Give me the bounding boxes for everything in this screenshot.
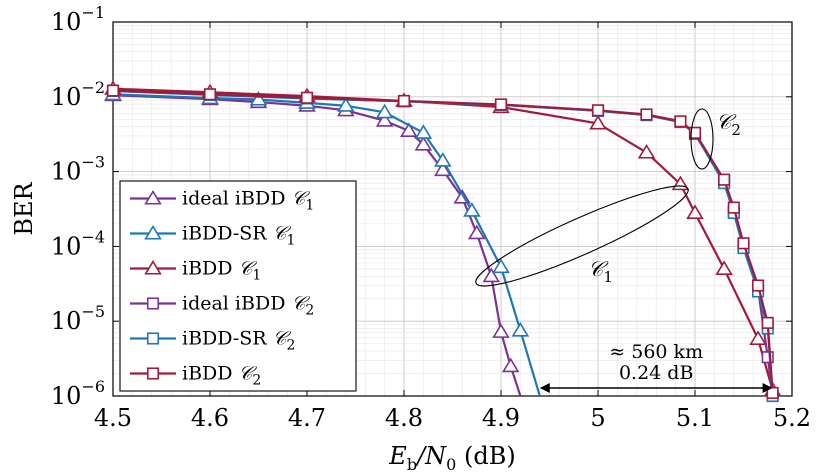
legend-entry: ideal iBDD 𝒞1 — [130, 188, 314, 214]
data-point — [397, 94, 411, 108]
x-tick-label: 4.6 — [191, 404, 229, 432]
data-point — [766, 386, 779, 399]
data-point — [501, 357, 520, 373]
data-point — [414, 135, 433, 151]
data-point — [300, 91, 314, 104]
gap-arrow-right-head — [762, 383, 773, 393]
y-tick-label: 10−4 — [51, 227, 105, 260]
series-line — [113, 87, 774, 391]
data-point — [375, 103, 394, 119]
legend-label: iBDD-SR 𝒞2 — [182, 328, 295, 354]
c1-label: 𝒞1 — [588, 257, 613, 286]
x-tick-label: 4.8 — [385, 404, 423, 432]
data-point — [467, 224, 486, 240]
data-point — [434, 152, 452, 167]
c1-ellipse — [475, 185, 689, 287]
data-point — [640, 108, 653, 121]
data-point — [718, 173, 731, 186]
y-axis-label: BER — [10, 181, 38, 235]
c2-ellipse — [690, 108, 714, 170]
annotations: 𝒞1 𝒞2 ≈ 560 km0.24 dB — [475, 108, 773, 393]
series-5 — [106, 84, 779, 399]
data-point — [337, 97, 355, 112]
data-point — [463, 202, 481, 217]
data-point — [688, 126, 702, 139]
data-point — [761, 351, 774, 364]
data-point — [715, 260, 733, 275]
x-tick-label: 4.5 — [94, 404, 132, 432]
y-tick-label: 10−2 — [51, 78, 105, 111]
data-point — [492, 258, 510, 274]
legend-box — [119, 180, 357, 392]
data-point — [761, 316, 774, 329]
data-point — [591, 104, 605, 117]
legend-entry: iBDD 𝒞1 — [130, 258, 261, 284]
y-tick-label: 10−3 — [51, 153, 105, 186]
axes: 4.5 4.6 4.7 4.8 4.9 5 5.1 5.2 10−1 10−2 10−3 10−4 10… — [10, 3, 811, 474]
x-axis-label: Eb/N0 (dB) — [388, 442, 515, 474]
data-point — [106, 84, 120, 97]
gap-arrow-left-head — [539, 383, 550, 393]
data-point — [637, 143, 656, 159]
legend-marker — [144, 224, 162, 240]
legend-marker — [146, 297, 160, 310]
x-tick-label: 4.9 — [482, 404, 520, 432]
data-point — [727, 201, 740, 214]
legend-marker — [146, 367, 160, 380]
data-point — [511, 321, 530, 337]
data-point — [737, 237, 750, 250]
x-tick-label: 5 — [590, 404, 605, 432]
legend-marker — [144, 259, 162, 275]
data-point — [400, 122, 418, 137]
x-tick-label: 5.2 — [773, 404, 811, 432]
plot-frame — [112, 21, 793, 397]
data-point — [686, 204, 704, 220]
gap-label: 0.24 dB — [619, 362, 693, 384]
legend-marker — [144, 189, 162, 205]
data-point — [589, 114, 607, 130]
data-point — [751, 279, 765, 292]
c2-label: 𝒞2 — [716, 110, 741, 139]
data-point — [414, 124, 433, 139]
data-point — [203, 88, 217, 101]
x-tick-label: 4.7 — [288, 404, 326, 432]
y-tick-label: 10−5 — [51, 302, 105, 335]
series-lines — [104, 80, 782, 403]
x-tick-label: 5.1 — [676, 404, 714, 432]
data-point — [249, 90, 268, 106]
y-tick-label: 10−1 — [51, 3, 105, 36]
series-line — [113, 93, 541, 396]
data-point — [494, 98, 508, 111]
data-point — [674, 115, 687, 128]
legend-marker — [146, 332, 160, 345]
legend-label: iBDD 𝒞1 — [182, 258, 261, 284]
legend-entry: iBDD-SR 𝒞2 — [130, 328, 295, 354]
y-tick-label: 10−6 — [51, 377, 105, 410]
data-point — [492, 323, 510, 338]
data-point — [749, 330, 767, 345]
distance-label: ≈ 560 km — [609, 341, 703, 363]
data-point — [482, 267, 501, 283]
data-point — [375, 112, 394, 127]
